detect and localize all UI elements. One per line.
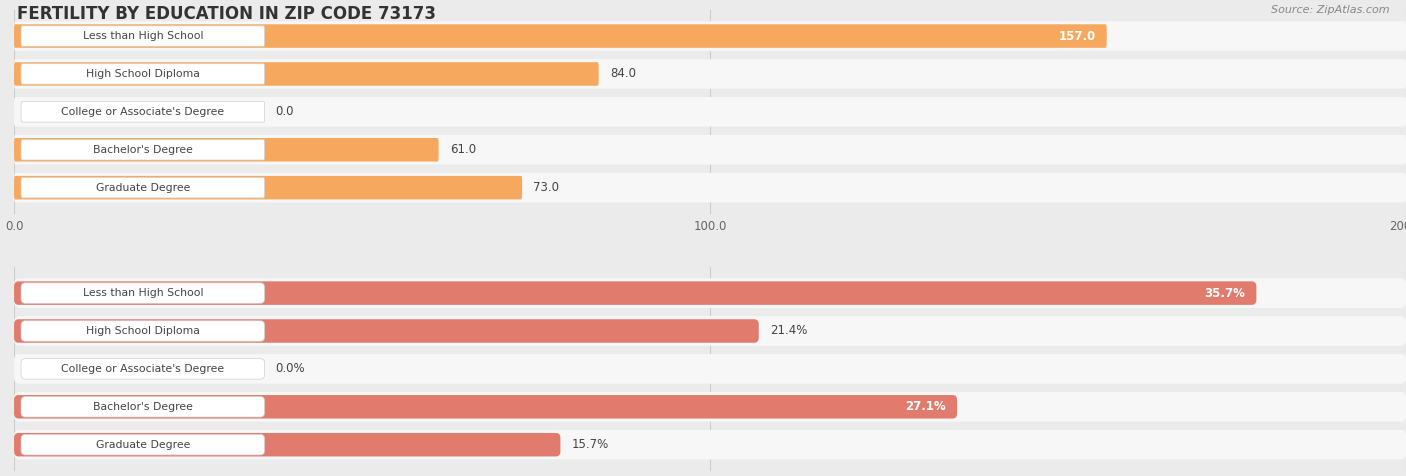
Text: 0.0: 0.0 <box>276 105 294 119</box>
Text: FERTILITY BY EDUCATION IN ZIP CODE 73173: FERTILITY BY EDUCATION IN ZIP CODE 73173 <box>17 5 436 23</box>
FancyBboxPatch shape <box>14 135 1406 165</box>
Text: Graduate Degree: Graduate Degree <box>96 440 190 450</box>
FancyBboxPatch shape <box>21 283 264 303</box>
Text: 21.4%: 21.4% <box>770 325 807 337</box>
FancyBboxPatch shape <box>21 102 264 122</box>
FancyBboxPatch shape <box>14 430 1406 459</box>
Text: 61.0: 61.0 <box>450 143 475 156</box>
FancyBboxPatch shape <box>14 21 1406 51</box>
FancyBboxPatch shape <box>14 395 957 418</box>
FancyBboxPatch shape <box>14 278 1406 308</box>
Text: High School Diploma: High School Diploma <box>86 69 200 79</box>
Text: Source: ZipAtlas.com: Source: ZipAtlas.com <box>1271 5 1389 15</box>
FancyBboxPatch shape <box>14 176 522 199</box>
FancyBboxPatch shape <box>14 316 1406 346</box>
FancyBboxPatch shape <box>14 24 1107 48</box>
FancyBboxPatch shape <box>21 397 264 417</box>
FancyBboxPatch shape <box>14 138 439 161</box>
Text: Less than High School: Less than High School <box>83 31 202 41</box>
Text: College or Associate's Degree: College or Associate's Degree <box>62 107 225 117</box>
FancyBboxPatch shape <box>14 354 1406 384</box>
Text: 0.0%: 0.0% <box>276 362 305 376</box>
Text: 27.1%: 27.1% <box>905 400 946 413</box>
Text: College or Associate's Degree: College or Associate's Degree <box>62 364 225 374</box>
FancyBboxPatch shape <box>14 319 759 343</box>
Text: 15.7%: 15.7% <box>571 438 609 451</box>
FancyBboxPatch shape <box>21 435 264 455</box>
Text: Graduate Degree: Graduate Degree <box>96 183 190 193</box>
FancyBboxPatch shape <box>21 321 264 341</box>
FancyBboxPatch shape <box>21 64 264 84</box>
Text: 157.0: 157.0 <box>1059 30 1095 42</box>
FancyBboxPatch shape <box>21 178 264 198</box>
FancyBboxPatch shape <box>14 392 1406 422</box>
FancyBboxPatch shape <box>21 26 264 46</box>
FancyBboxPatch shape <box>14 97 1406 127</box>
Text: Less than High School: Less than High School <box>83 288 202 298</box>
Text: 73.0: 73.0 <box>533 181 560 194</box>
Text: 35.7%: 35.7% <box>1205 287 1246 299</box>
FancyBboxPatch shape <box>14 62 599 86</box>
FancyBboxPatch shape <box>14 281 1257 305</box>
Text: High School Diploma: High School Diploma <box>86 326 200 336</box>
Text: 84.0: 84.0 <box>610 68 636 80</box>
FancyBboxPatch shape <box>21 139 264 160</box>
Text: Bachelor's Degree: Bachelor's Degree <box>93 145 193 155</box>
FancyBboxPatch shape <box>14 433 561 456</box>
FancyBboxPatch shape <box>21 359 264 379</box>
FancyBboxPatch shape <box>14 173 1406 202</box>
FancyBboxPatch shape <box>14 59 1406 89</box>
Text: Bachelor's Degree: Bachelor's Degree <box>93 402 193 412</box>
